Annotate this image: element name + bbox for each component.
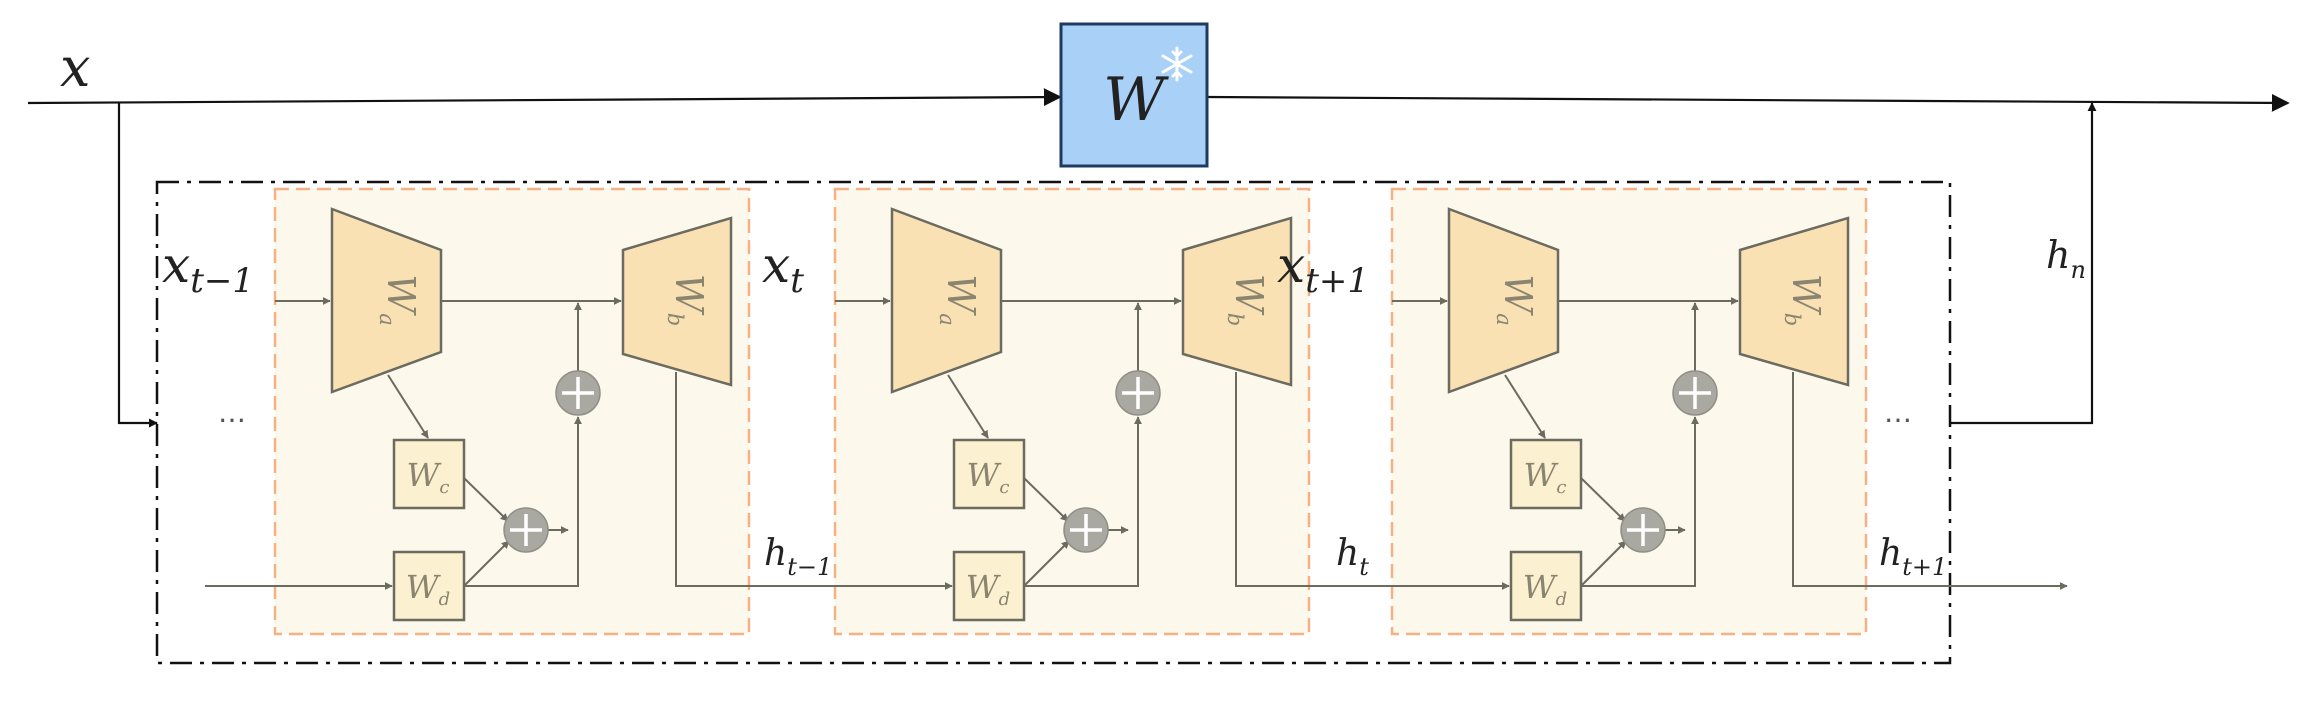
wa-label: Wa xyxy=(935,274,983,326)
wd-label: Wd xyxy=(1523,568,1567,610)
wd-to-plus-arrow xyxy=(463,540,510,587)
wc-to-plus-arrow xyxy=(1023,477,1069,522)
x-branch-line xyxy=(117,103,158,428)
wd-to-top-plus-arrow xyxy=(464,416,582,587)
wc-label: Wc xyxy=(967,456,1010,498)
upper-plus-icon xyxy=(1672,370,1718,416)
h-state-label: ht xyxy=(1336,533,1369,581)
wd-label: Wd xyxy=(966,568,1010,610)
wb-label: Wb xyxy=(663,274,711,327)
lower-plus-icon xyxy=(1063,507,1109,553)
input-x-label: x xyxy=(60,36,90,99)
wc-block: Wc xyxy=(1509,438,1583,510)
wc-to-plus-arrow xyxy=(463,477,509,522)
x-input-label: xt−1 xyxy=(162,236,254,301)
wa-to-wc-arrow xyxy=(387,374,429,439)
lower-plus-icon xyxy=(503,507,549,553)
wc-label: Wc xyxy=(1524,456,1567,498)
wb-block: Wb xyxy=(1181,216,1293,387)
wa-block: Wa xyxy=(330,207,443,394)
snowflake-icon xyxy=(1161,46,1193,82)
right-ellipsis: … xyxy=(1884,396,1912,429)
input-main-line xyxy=(27,88,1062,107)
wb-block: Wb xyxy=(1738,216,1850,387)
wc-label: Wc xyxy=(407,456,450,498)
wa-to-wc-arrow xyxy=(1504,374,1546,439)
recurrent-cell-1: Wa Wb Wc Wd xt−1 ht−1 xyxy=(162,187,954,636)
wc-block: Wc xyxy=(392,438,466,510)
upper-plus-icon xyxy=(555,370,601,416)
wc-to-plus-arrow xyxy=(1580,477,1626,522)
wb-to-h-arrow xyxy=(1792,372,2068,590)
wb-label: Wb xyxy=(1780,274,1828,327)
wa-block: Wa xyxy=(890,207,1003,394)
wd-block: Wd xyxy=(1509,550,1583,622)
wa-label: Wa xyxy=(375,274,423,326)
recurrent-block-border xyxy=(155,180,1952,665)
wd-to-plus-arrow xyxy=(1580,540,1627,587)
wd-to-top-plus-arrow xyxy=(1024,416,1142,587)
wd-label: Wd xyxy=(406,568,450,610)
h-state-label: ht−1 xyxy=(764,533,832,581)
upper-plus-icon xyxy=(1115,370,1161,416)
wa-block: Wa xyxy=(1447,207,1560,394)
recurrent-cell-2: Wa Wb Wc Wd xt ht xyxy=(762,187,1514,636)
wc-block: Wc xyxy=(952,438,1026,510)
cells-layer: Wa Wb Wc Wd xt−1 ht−1 Wa Wb Wc Wd xt ht Wa Wb Wc Wd xt+1… xyxy=(162,187,2068,636)
frozen-weight-block: W xyxy=(1059,22,1209,168)
x-input-label: xt xyxy=(762,236,804,301)
hn-output-line xyxy=(1950,102,2097,425)
wa-to-wc-arrow xyxy=(947,374,989,439)
h-state-label: ht+1 xyxy=(1879,533,1947,581)
wb-label: Wb xyxy=(1223,274,1271,327)
wd-block: Wd xyxy=(392,550,466,622)
wb-block: Wb xyxy=(621,216,733,387)
left-ellipsis: … xyxy=(218,396,246,429)
wd-to-top-plus-arrow xyxy=(1581,416,1699,587)
wa-label: Wa xyxy=(1492,274,1540,326)
frozen-weight-label: W xyxy=(1103,65,1169,135)
x-input-label: xt+1 xyxy=(1277,236,1369,301)
recurrent-cell-3: Wa Wb Wc Wd xt+1 ht+1 xyxy=(1277,187,2068,636)
wd-to-plus-arrow xyxy=(1023,540,1070,587)
lower-plus-icon xyxy=(1620,507,1666,553)
output-main-line xyxy=(1207,93,2290,112)
hn-label: hn xyxy=(2046,233,2086,284)
wd-block: Wd xyxy=(952,550,1026,622)
